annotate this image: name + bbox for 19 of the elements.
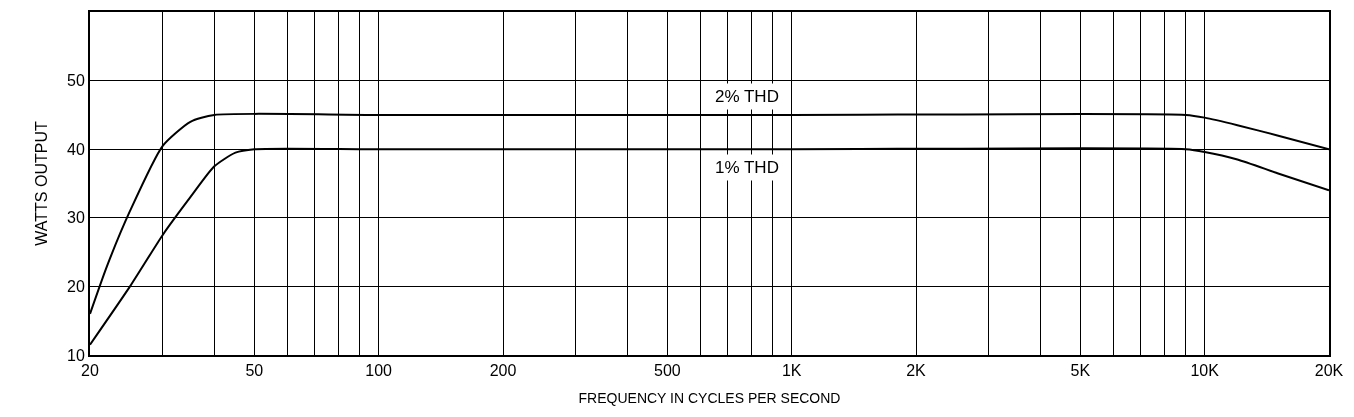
y-tick-label: 40 — [67, 140, 85, 158]
series-label: 1% THD — [715, 158, 779, 177]
x-tick-label: 20K — [1314, 362, 1344, 380]
x-tick-label: 10K — [1190, 362, 1220, 380]
x-tick-label: 100 — [365, 362, 393, 380]
x-axis-title: FREQUENCY IN CYCLES PER SECOND — [578, 390, 841, 406]
x-tick-label: 500 — [654, 362, 681, 380]
x-tick-label: 1K — [781, 362, 802, 380]
series-label: 2% THD — [715, 87, 779, 106]
x-tick-label: 200 — [489, 362, 517, 380]
y-axis-title: WATTS OUTPUT — [33, 121, 51, 246]
y-tick-label: 50 — [67, 72, 85, 90]
y-tick-label: 10 — [67, 346, 85, 364]
x-tick-label: 20 — [81, 362, 99, 380]
x-tick-label: 50 — [245, 362, 264, 380]
y-tick-label: 20 — [67, 278, 85, 295]
x-tick-label: 5K — [1070, 362, 1091, 380]
y-tick-label: 30 — [67, 209, 85, 227]
x-tick-label: 2K — [906, 362, 927, 380]
